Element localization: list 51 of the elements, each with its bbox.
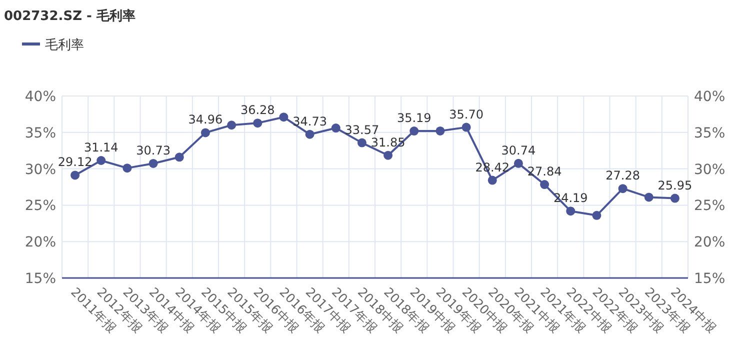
- y-tick-label: 20%: [24, 234, 56, 251]
- y2-tick-label: 15%: [694, 271, 726, 287]
- point: [96, 156, 106, 165]
- point: [410, 126, 419, 136]
- data-label: 34.96: [188, 112, 223, 127]
- y-tick-label: 35%: [24, 125, 56, 142]
- point: [122, 164, 132, 173]
- legend-label: 毛利率: [45, 37, 84, 53]
- point: [384, 150, 393, 160]
- point: [566, 206, 576, 216]
- point: [462, 122, 471, 132]
- point: [540, 180, 550, 190]
- point: [670, 194, 680, 203]
- y-tick-label: 30%: [24, 162, 56, 178]
- point: [357, 138, 366, 148]
- point: [279, 112, 288, 122]
- point: [253, 118, 262, 128]
- y-tick-label: 40%: [24, 89, 56, 105]
- y2-tick-label: 40%: [694, 89, 726, 105]
- point: [148, 158, 158, 168]
- point: [305, 130, 314, 139]
- data-label: 25.95: [658, 178, 692, 192]
- data-label: 34.73: [292, 114, 327, 128]
- y2-tick-label: 35%: [694, 125, 726, 142]
- point: [514, 158, 523, 168]
- data-label: 35.19: [396, 111, 432, 126]
- data-label: 29.12: [58, 155, 92, 170]
- y2-tick-label: 30%: [694, 162, 726, 178]
- data-label: 30.73: [136, 143, 170, 158]
- data-label: 36.28: [240, 103, 275, 118]
- point: [436, 126, 445, 136]
- data-label: 33.57: [344, 122, 380, 137]
- data-label: 30.74: [501, 143, 536, 158]
- y-tick-label: 25%: [24, 198, 56, 214]
- y2-tick-label: 20%: [694, 234, 726, 251]
- point: [200, 128, 210, 138]
- point: [331, 124, 340, 133]
- point: [70, 170, 80, 180]
- point: [618, 184, 628, 194]
- point: [174, 152, 184, 162]
- data-label: 35.70: [449, 107, 484, 122]
- y2-tick-label: 25%: [694, 198, 726, 214]
- data-label: 31.14: [84, 140, 118, 154]
- point: [644, 192, 654, 202]
- point: [227, 120, 236, 130]
- chart-title: 002732.SZ - 毛利率: [4, 8, 136, 24]
- point: [488, 176, 497, 185]
- data-label: 27.84: [527, 164, 562, 179]
- y-tick-label: 15%: [24, 271, 56, 287]
- point: [592, 210, 602, 220]
- data-label: 27.28: [606, 168, 640, 183]
